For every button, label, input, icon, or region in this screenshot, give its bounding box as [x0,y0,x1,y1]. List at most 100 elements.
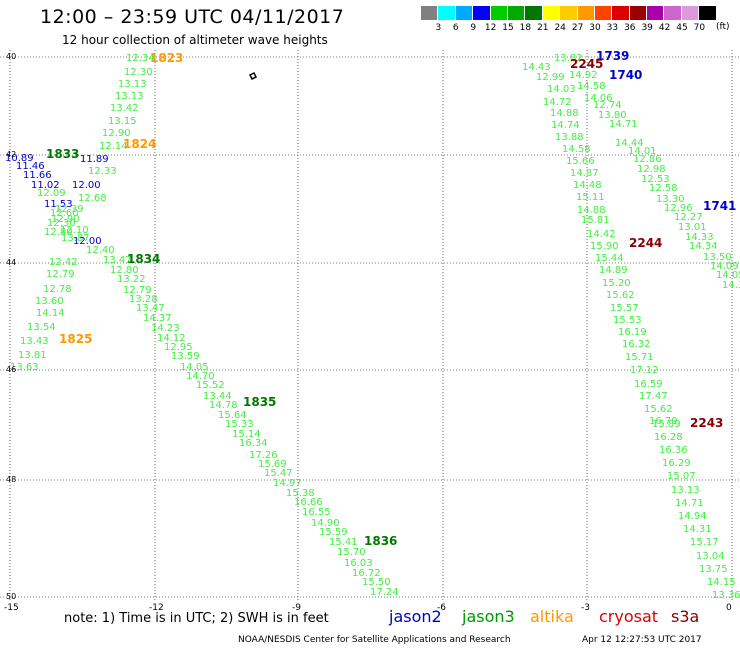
swh-value: 14.94 [678,511,707,522]
swh-value: 12.68 [78,193,107,204]
lat-tick-label: 48 [6,475,17,484]
legend-altika: altika [530,607,574,626]
colorbar-swatch [507,6,526,20]
swh-value: 12.34 [126,53,155,64]
swh-value: 13.04 [696,551,725,562]
colorbar-swatch [455,6,474,20]
swh-value: 15.47 [264,468,293,479]
swh-value: 15.33 [225,419,254,430]
swh-value: 12.95 [164,342,193,353]
colorbar-label: 18 [519,23,532,33]
swh-value: 15.41 [329,537,358,548]
swh-value: 12.90 [102,128,131,139]
swh-value: 14.14 [36,308,65,319]
colorbar-label: 42 [658,23,671,33]
colorbar-label: 24 [554,23,566,33]
pass-time-label: 1739 [596,49,629,63]
swh-value: 16.29 [662,458,691,469]
page-title: 12:00 – 23:59 UTC 04/11/2017 [40,6,345,28]
swh-value: 13.30 [656,194,685,205]
swh-value: 12.53 [641,174,670,185]
swh-value: 12.96 [664,203,693,214]
legend-s3a: s3a [671,607,700,626]
swh-value: 14.88 [577,205,606,216]
swh-value: 12.42 [49,257,78,268]
swh-value: 16.59 [634,379,663,390]
swh-value: 14.34 [689,241,718,252]
swh-value: 15.53 [613,315,642,326]
swh-value: 11.46 [16,161,45,172]
swh-value: 14.90 [311,518,340,529]
swh-value: 14.58 [562,144,591,155]
swh-value: 11.66 [23,170,52,181]
colorbar-swatch [699,6,717,20]
swh-value: 13.44 [203,391,232,402]
legend-jason2: jason2 [389,607,442,626]
swh-value: 12.74 [593,100,622,111]
lat-tick-label: 44 [6,258,17,267]
swh-value: 14.44 [615,138,644,149]
lon-tick-label: 0 [726,603,732,613]
swh-value: 16.03 [344,558,373,569]
colorbar-swatch [647,6,665,20]
swh-value: 12.27 [674,212,703,223]
swh-value: 15.89 [652,419,681,430]
swh-value: 16.28 [654,432,683,443]
swh-value: 14.78 [209,400,238,411]
swh-value: 15.50 [362,577,391,588]
swh-value: 14.03 [547,84,576,95]
island-shape [248,71,258,81]
swh-value: 12.09 [37,188,66,199]
colorbar-label: 70 [693,23,706,33]
swh-value: 14.31 [683,524,712,535]
colorbar-swatch [577,6,595,20]
swh-value: 11.89 [80,154,109,165]
swh-value: 14.72 [543,97,572,108]
colorbar-swatch [421,6,439,20]
lon-tick-label: -12 [149,603,164,613]
colorbar-label: 6 [452,23,459,33]
pass-time-label: 1825 [59,332,92,346]
wave-height-values: 12.3412.3013.1313.1313.4213.1512.9012.14… [5,53,740,601]
colorbar-label: 36 [624,23,636,33]
swh-value: 14.88 [550,108,579,119]
swh-value: 12.14 [99,141,128,152]
swh-value: 15.71 [625,352,654,363]
swh-value: 15.81 [581,215,610,226]
lat-tick-label: 40 [6,52,17,61]
swh-value: 14.23 [151,323,180,334]
colorbar-label: 3 [435,23,442,33]
swh-value: 14.42 [587,229,616,240]
swh-value: 15.20 [602,278,631,289]
swh-value: 12.79 [123,285,152,296]
swh-value: 14.97 [273,478,302,489]
swh-value: 12.60 [50,208,79,219]
swh-value: 13.88 [555,132,584,143]
lon-tick-label: -9 [292,603,301,613]
swh-value: 14.74 [551,120,580,131]
swh-value: 16.55 [302,507,331,518]
colorbar-swatch [681,6,700,20]
swh-value: 12.78 [43,284,72,295]
lon-tick-label: -6 [437,603,446,613]
swh-value: 15.90 [590,241,619,252]
swh-value: 15.62 [606,290,635,301]
swh-value: 15.57 [610,303,639,314]
swh-value: 16.66 [294,497,323,508]
colorbar-label: 27 [571,23,584,33]
swh-value: 12.30 [124,67,153,78]
swh-value: 15.44 [595,253,624,264]
swh-value: 15.64 [218,410,247,421]
swh-value: 12.80 [110,265,139,276]
lon-tick-label: -3 [581,603,590,613]
pass-time-label: 1824 [123,137,156,151]
colorbar-swatch [525,6,543,20]
swh-value: 14.89 [599,265,628,276]
credit-text: NOAA/NESDIS Center for Satellite Applica… [238,635,511,645]
swh-value: 12.00 [72,180,101,191]
swh-value: 13.28 [129,294,158,305]
swh-value: 16.72 [352,568,381,579]
legend-cryosat: cryosat [599,607,659,626]
